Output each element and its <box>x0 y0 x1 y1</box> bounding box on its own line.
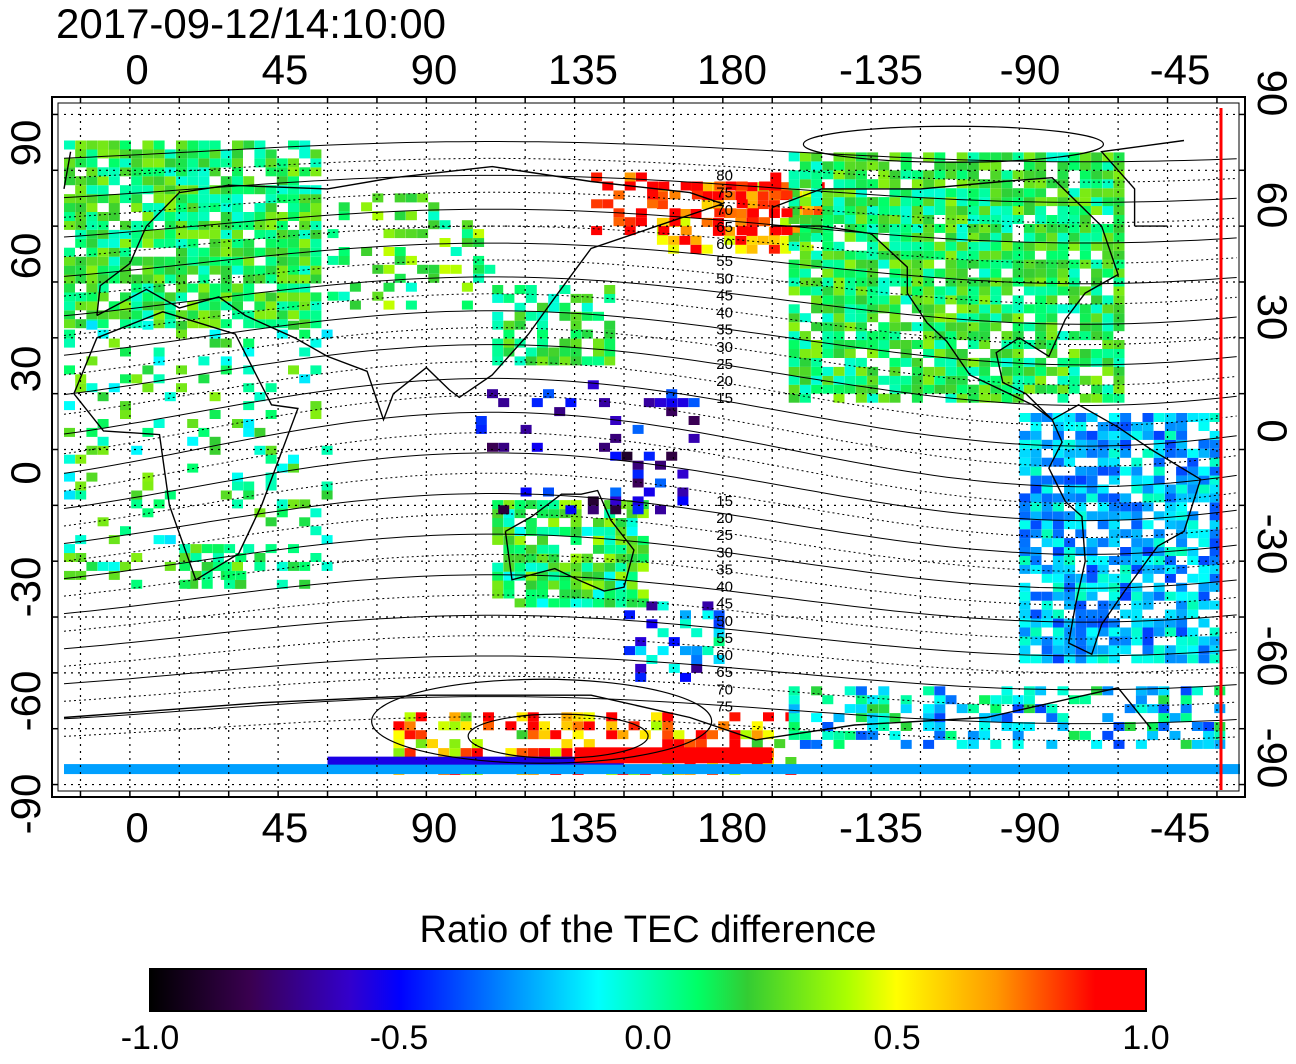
mag-lat-label: 75 <box>716 185 733 202</box>
colorbar-title: Ratio of the TEC difference <box>419 909 877 951</box>
frame-ticks <box>52 97 1245 797</box>
grid-lines <box>64 107 1240 792</box>
mag-lat-label: 15 <box>716 493 733 510</box>
mag-lat-label: 20 <box>716 373 733 390</box>
mag-lat-label: 35 <box>716 322 733 339</box>
mag-lat-label: 35 <box>716 561 733 578</box>
mag-lat-label: 55 <box>716 253 733 270</box>
mag-lat-label: 50 <box>716 270 733 287</box>
lat-tick-right: 30 <box>1249 293 1296 341</box>
lat-tick-right: -60 <box>1249 625 1296 687</box>
lon-tick-bottom: 45 <box>261 804 309 851</box>
mag-lat-label: 50 <box>716 613 733 630</box>
colorbar <box>149 968 1147 1012</box>
mag-lat-label: 15 <box>716 390 733 407</box>
lat-tick-right: -90 <box>1249 727 1296 789</box>
lat-tick-left: -90 <box>2 773 49 835</box>
colorbar-label: 0.5 <box>873 1019 921 1057</box>
tec-map: 8075706560555045403530252015152025303540… <box>51 96 1246 798</box>
lon-tick-top: 90 <box>410 46 458 93</box>
lon-tick-bottom: -45 <box>1149 804 1211 851</box>
tec-data-layer <box>64 140 1240 775</box>
mag-lat-label: 65 <box>716 219 733 236</box>
lon-tick-bottom: -135 <box>838 804 924 851</box>
lon-tick-top: -90 <box>999 46 1061 93</box>
colorbar-label: -1.0 <box>120 1019 180 1057</box>
lon-tick-top: -135 <box>838 46 924 93</box>
lon-tick-bottom: 90 <box>410 804 458 851</box>
lon-tick-bottom: 0 <box>125 804 149 851</box>
lon-tick-bottom: 135 <box>547 804 619 851</box>
mag-lat-label: 25 <box>716 527 733 544</box>
mag-lat-label: 55 <box>716 630 733 647</box>
timestamp-title: 2017-09-12/14:10:00 <box>56 0 446 47</box>
coastlines <box>63 139 1202 741</box>
lon-tick-bottom: -90 <box>999 804 1061 851</box>
lon-tick-top: 0 <box>125 46 149 93</box>
mag-lat-label: 65 <box>716 664 733 681</box>
lat-tick-left: -60 <box>2 670 49 732</box>
lat-tick-right: 90 <box>1249 69 1296 117</box>
mag-lat-label: 70 <box>716 202 733 219</box>
lon-tick-top: -45 <box>1149 46 1211 93</box>
lon-tick-top: 45 <box>261 46 309 93</box>
mag-lat-label: 25 <box>716 356 733 373</box>
colorbar-label: 0.0 <box>624 1019 672 1057</box>
lat-tick-right: -30 <box>1249 513 1296 575</box>
lon-tick-top: 180 <box>696 46 768 93</box>
lon-tick-bottom: 180 <box>696 804 768 851</box>
lat-tick-left: 90 <box>2 119 49 167</box>
mag-lat-label: 80 <box>716 168 733 185</box>
mag-lat-label: 75 <box>716 698 733 715</box>
map-inner-frame <box>57 102 1240 792</box>
colorbar-label: -0.5 <box>369 1019 429 1057</box>
mag-lat-label: 45 <box>716 596 733 613</box>
lat-tick-left: 30 <box>2 345 49 393</box>
mag-lat-label: 40 <box>716 579 733 596</box>
mag-lat-label: 45 <box>716 287 733 304</box>
lon-tick-top: 135 <box>547 46 619 93</box>
magnetic-latitude-contours: 8075706560555045403530252015152025303540… <box>63 125 1237 764</box>
lat-tick-left: 0 <box>2 461 49 485</box>
colorbar-label: 1.0 <box>1122 1019 1170 1057</box>
mag-lat-label: 40 <box>716 305 733 322</box>
lat-tick-left: -30 <box>2 556 49 618</box>
lat-tick-right: 0 <box>1249 419 1296 443</box>
mag-lat-label: 70 <box>716 681 733 698</box>
lat-tick-right: 60 <box>1249 181 1296 229</box>
mag-lat-label: 60 <box>716 236 733 253</box>
mag-lat-label: 20 <box>716 510 733 527</box>
mag-lat-label: 60 <box>716 647 733 664</box>
mag-lat-label: 30 <box>716 544 733 561</box>
map-frame <box>51 96 1246 798</box>
mag-lat-label: 30 <box>716 339 733 356</box>
lat-tick-left: 60 <box>2 232 49 280</box>
